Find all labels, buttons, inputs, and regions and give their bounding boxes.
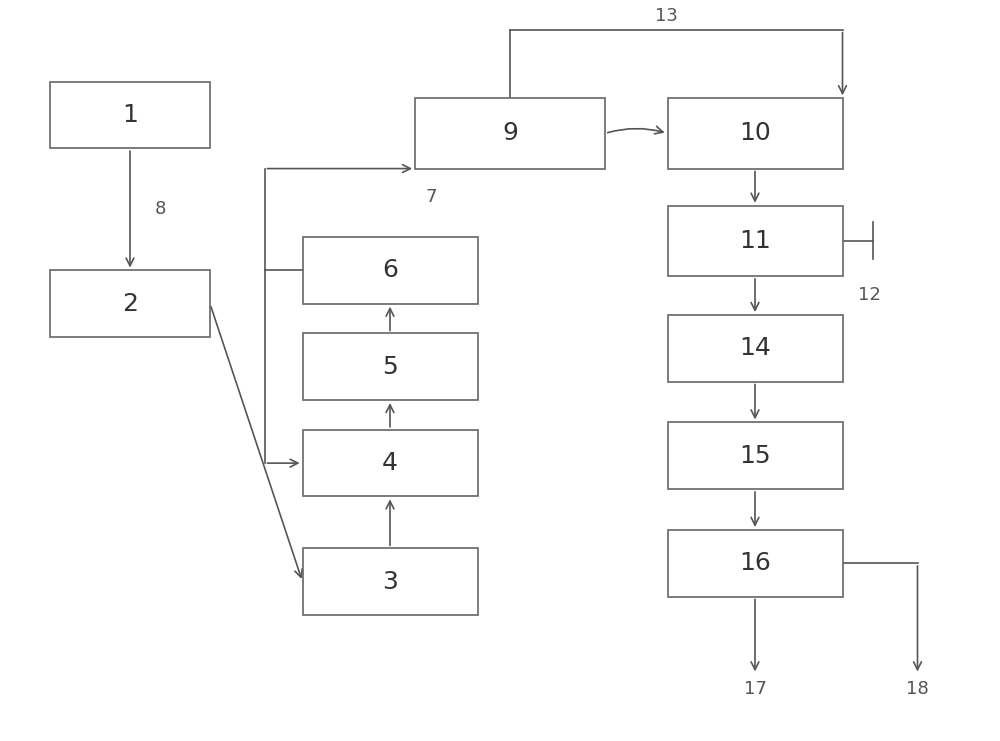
Bar bbox=[668, 99, 842, 169]
Text: 14: 14 bbox=[739, 336, 771, 360]
Bar bbox=[415, 99, 605, 169]
Text: 17: 17 bbox=[744, 680, 766, 698]
Text: 8: 8 bbox=[155, 200, 166, 219]
Text: 2: 2 bbox=[122, 292, 138, 316]
Text: 9: 9 bbox=[502, 122, 518, 145]
Text: 12: 12 bbox=[858, 287, 880, 305]
Bar bbox=[302, 237, 478, 304]
Text: 5: 5 bbox=[382, 355, 398, 379]
Text: 11: 11 bbox=[739, 229, 771, 253]
Bar bbox=[668, 530, 842, 597]
Bar bbox=[668, 422, 842, 489]
Bar bbox=[302, 333, 478, 400]
Text: 18: 18 bbox=[906, 680, 929, 698]
Text: 15: 15 bbox=[739, 444, 771, 468]
Text: 10: 10 bbox=[739, 122, 771, 145]
Text: 16: 16 bbox=[739, 551, 771, 575]
Bar bbox=[668, 315, 842, 382]
Bar bbox=[50, 270, 210, 337]
Text: 7: 7 bbox=[425, 187, 437, 206]
Text: 3: 3 bbox=[382, 570, 398, 594]
Text: 6: 6 bbox=[382, 259, 398, 282]
Text: 1: 1 bbox=[122, 103, 138, 127]
Text: 4: 4 bbox=[382, 451, 398, 475]
Bar bbox=[50, 82, 210, 148]
Bar bbox=[302, 430, 478, 496]
Bar bbox=[668, 206, 842, 276]
Bar bbox=[302, 548, 478, 615]
Text: 13: 13 bbox=[655, 7, 678, 25]
